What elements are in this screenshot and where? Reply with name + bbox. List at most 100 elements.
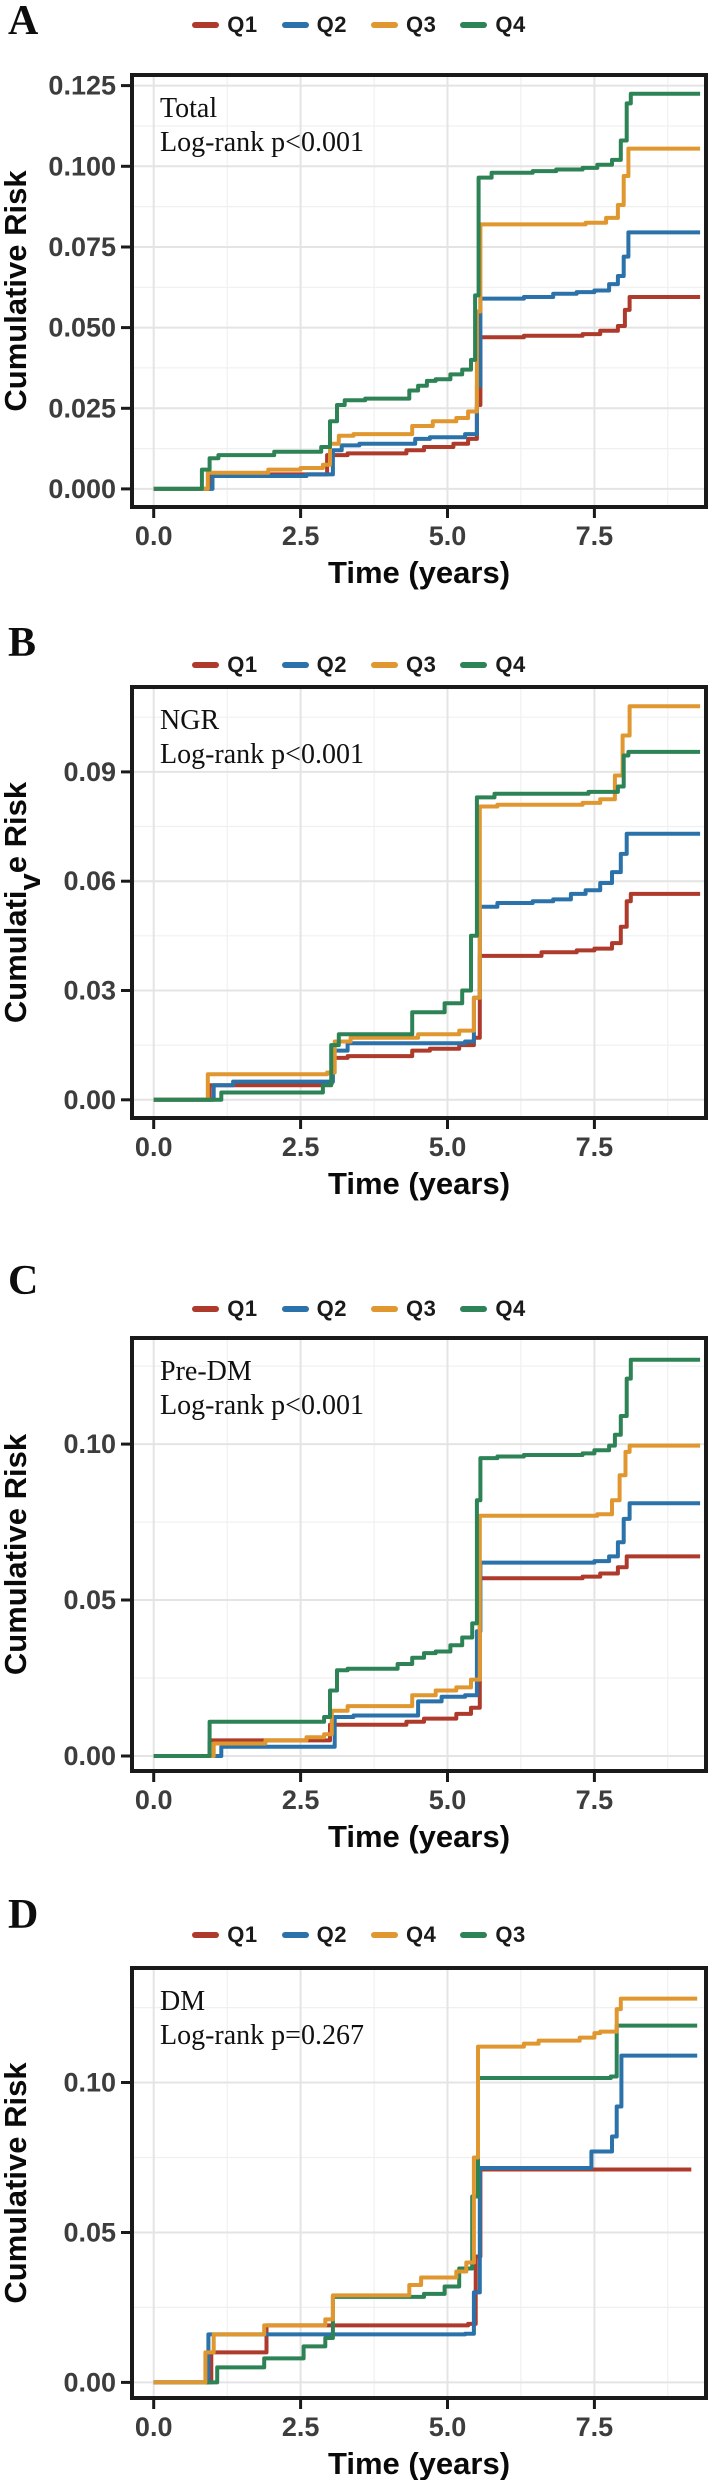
x-axis-title: Time (years) (328, 1819, 510, 1854)
legend-dash-icon (460, 22, 488, 28)
series-line-q4 (153, 91, 701, 491)
y-tick-label: 0.05 (63, 1585, 116, 1615)
x-tick-label: 2.5 (282, 1132, 320, 1162)
plot-border (130, 685, 708, 1120)
legend-item-q3: Q3 (371, 1296, 436, 1322)
legend-item-q3: Q3 (371, 12, 436, 38)
y-tick-label: 0.00 (63, 2367, 116, 2397)
y-tick-label: 0.100 (48, 151, 116, 181)
legend-dash-icon (281, 1932, 309, 1938)
survival-chart-ngr: 0.0 2.5 5.0 7.5 0.00 0.03 0.06 0.09 Time (years)… (0, 685, 708, 1201)
y-axis-title: Cumulative Risk (0, 170, 33, 412)
legend-item-q2: Q2 (281, 1922, 347, 1948)
legend-item-q2: Q2 (281, 12, 347, 38)
x-tick-label: 7.5 (576, 1132, 614, 1162)
legend-label: Q1 (227, 652, 258, 677)
legend-dash-icon (192, 1932, 220, 1938)
y-tick-label: 0.075 (48, 232, 116, 262)
panel-letter: C (8, 1258, 39, 1304)
series-line-q3 (153, 2023, 698, 2385)
series-line-q4 (153, 749, 701, 1102)
y-tick-label: 0.050 (48, 313, 116, 343)
legend-dash-icon (460, 662, 488, 668)
legend-label: Q1 (227, 1922, 258, 1947)
panel-letter: A (8, 0, 39, 44)
legend-label: Q1 (227, 1296, 258, 1321)
series-line-q3 (153, 704, 701, 1102)
y-tick-label: 0.125 (48, 71, 116, 101)
legend-label: Q4 (495, 652, 526, 677)
y-axis-title: Cumulative Risk (0, 1433, 33, 1675)
y-tick-label: 0.09 (63, 757, 116, 787)
legend: Q1 Q2 Q3 Q4 (0, 1296, 718, 1322)
legend-item-q3: Q3 (460, 1922, 525, 1948)
series-line-q2 (153, 2053, 698, 2385)
legend-item-q4: Q4 (460, 652, 525, 678)
inset-subtitle-line: Log-rank p<0.001 (160, 739, 364, 770)
legend-label: Q4 (406, 1922, 437, 1947)
legend: Q1 Q2 Q4 Q3 (0, 1922, 718, 1948)
survival-chart-pre-dm: 0.0 2.5 5.0 7.5 0.00 0.05 0.10 Time (years) Cumu… (0, 1336, 708, 1854)
legend-item-q2: Q2 (281, 1296, 347, 1322)
legend-label: Q3 (495, 1922, 526, 1947)
series-line-q3 (153, 146, 701, 491)
legend: Q1 Q2 Q3 Q4 (0, 12, 718, 38)
legend-label: Q1 (227, 12, 258, 37)
legend-dash-icon (371, 1932, 398, 1938)
y-tick-label: 0.00 (63, 1741, 116, 1771)
y-axis-title: Cumulative Risk (0, 781, 47, 1023)
legend-item-q2: Q2 (281, 652, 347, 678)
legend-dash-icon (460, 1932, 488, 1938)
inset-subtitle-line: NGR (160, 705, 219, 736)
y-tick-label: 0.025 (48, 393, 116, 423)
legend-item-q1: Q1 (192, 1922, 257, 1948)
series-line-q4 (153, 1996, 698, 2385)
x-axis-title: Time (years) (328, 1166, 510, 1201)
panel-letter: D (8, 1892, 39, 1938)
legend-dash-icon (371, 662, 398, 668)
legend-label: Q3 (406, 1296, 437, 1321)
legend-dash-icon (371, 1306, 398, 1312)
legend-item-q4: Q4 (460, 1296, 525, 1322)
legend-label: Q2 (316, 1296, 347, 1321)
panel-dm: D Q1 Q2 Q4 Q3 0.0 2.5 5.0 7.5 0.00 0.05 0.10 Time … (0, 1880, 718, 2480)
x-tick-label: 5.0 (429, 1132, 467, 1162)
plot-border (130, 1336, 708, 1773)
inset-subtitle-line: Total (160, 93, 217, 124)
panel-ngr: B Q1 Q2 Q3 Q4 0.0 2.5 5.0 7.5 0.00 0.03 0.06 0.09 T… (0, 620, 718, 1250)
x-tick-label: 5.0 (429, 2412, 467, 2442)
x-tick-label: 7.5 (576, 1785, 614, 1815)
legend-dash-icon (281, 1306, 309, 1312)
legend-item-q4: Q4 (371, 1922, 436, 1948)
y-tick-label: 0.05 (63, 2218, 116, 2248)
legend-dash-icon (281, 22, 309, 28)
legend-label: Q4 (495, 1296, 526, 1321)
inset-subtitle-line: Log-rank p=0.267 (160, 2020, 364, 2051)
x-tick-label: 2.5 (282, 1785, 320, 1815)
legend-label: Q2 (316, 12, 347, 37)
survival-chart-total: 0.0 2.5 5.0 7.5 0.000 0.025 0.050 0.075 0.100 0.1… (0, 71, 708, 590)
legend-label: Q3 (406, 12, 437, 37)
legend-label: Q4 (495, 12, 526, 37)
x-axis-title: Time (years) (328, 2446, 510, 2480)
y-axis-title: Cumulative Risk (0, 2062, 33, 2304)
x-tick-label: 2.5 (282, 521, 320, 551)
survival-chart-dm: 0.0 2.5 5.0 7.5 0.00 0.05 0.10 Time (years) Cumu… (0, 1966, 708, 2480)
legend-item-q1: Q1 (192, 12, 257, 38)
x-tick-label: 0.0 (135, 521, 173, 551)
y-tick-label: 0.10 (63, 1429, 116, 1459)
series-line-q3 (153, 1443, 701, 1758)
x-tick-label: 0.0 (135, 1132, 173, 1162)
y-tick-label: 0.06 (63, 866, 116, 896)
legend-label: Q2 (316, 1922, 347, 1947)
legend-label: Q3 (406, 652, 437, 677)
legend-dash-icon (192, 662, 220, 668)
panel-total: A Q1 Q2 Q3 Q4 0.0 2.5 5.0 7.5 0.000 0.025 0.050 0.… (0, 0, 718, 620)
inset-subtitle-line: Log-rank p<0.001 (160, 1390, 364, 1421)
legend-item-q1: Q1 (192, 652, 257, 678)
panel-pre-dm: C Q1 Q2 Q3 Q4 0.0 2.5 5.0 7.5 0.00 0.05 0.10 Time … (0, 1250, 718, 1880)
x-tick-label: 5.0 (429, 1785, 467, 1815)
x-tick-label: 5.0 (429, 521, 467, 551)
inset-subtitle-line: Log-rank p<0.001 (160, 127, 364, 158)
